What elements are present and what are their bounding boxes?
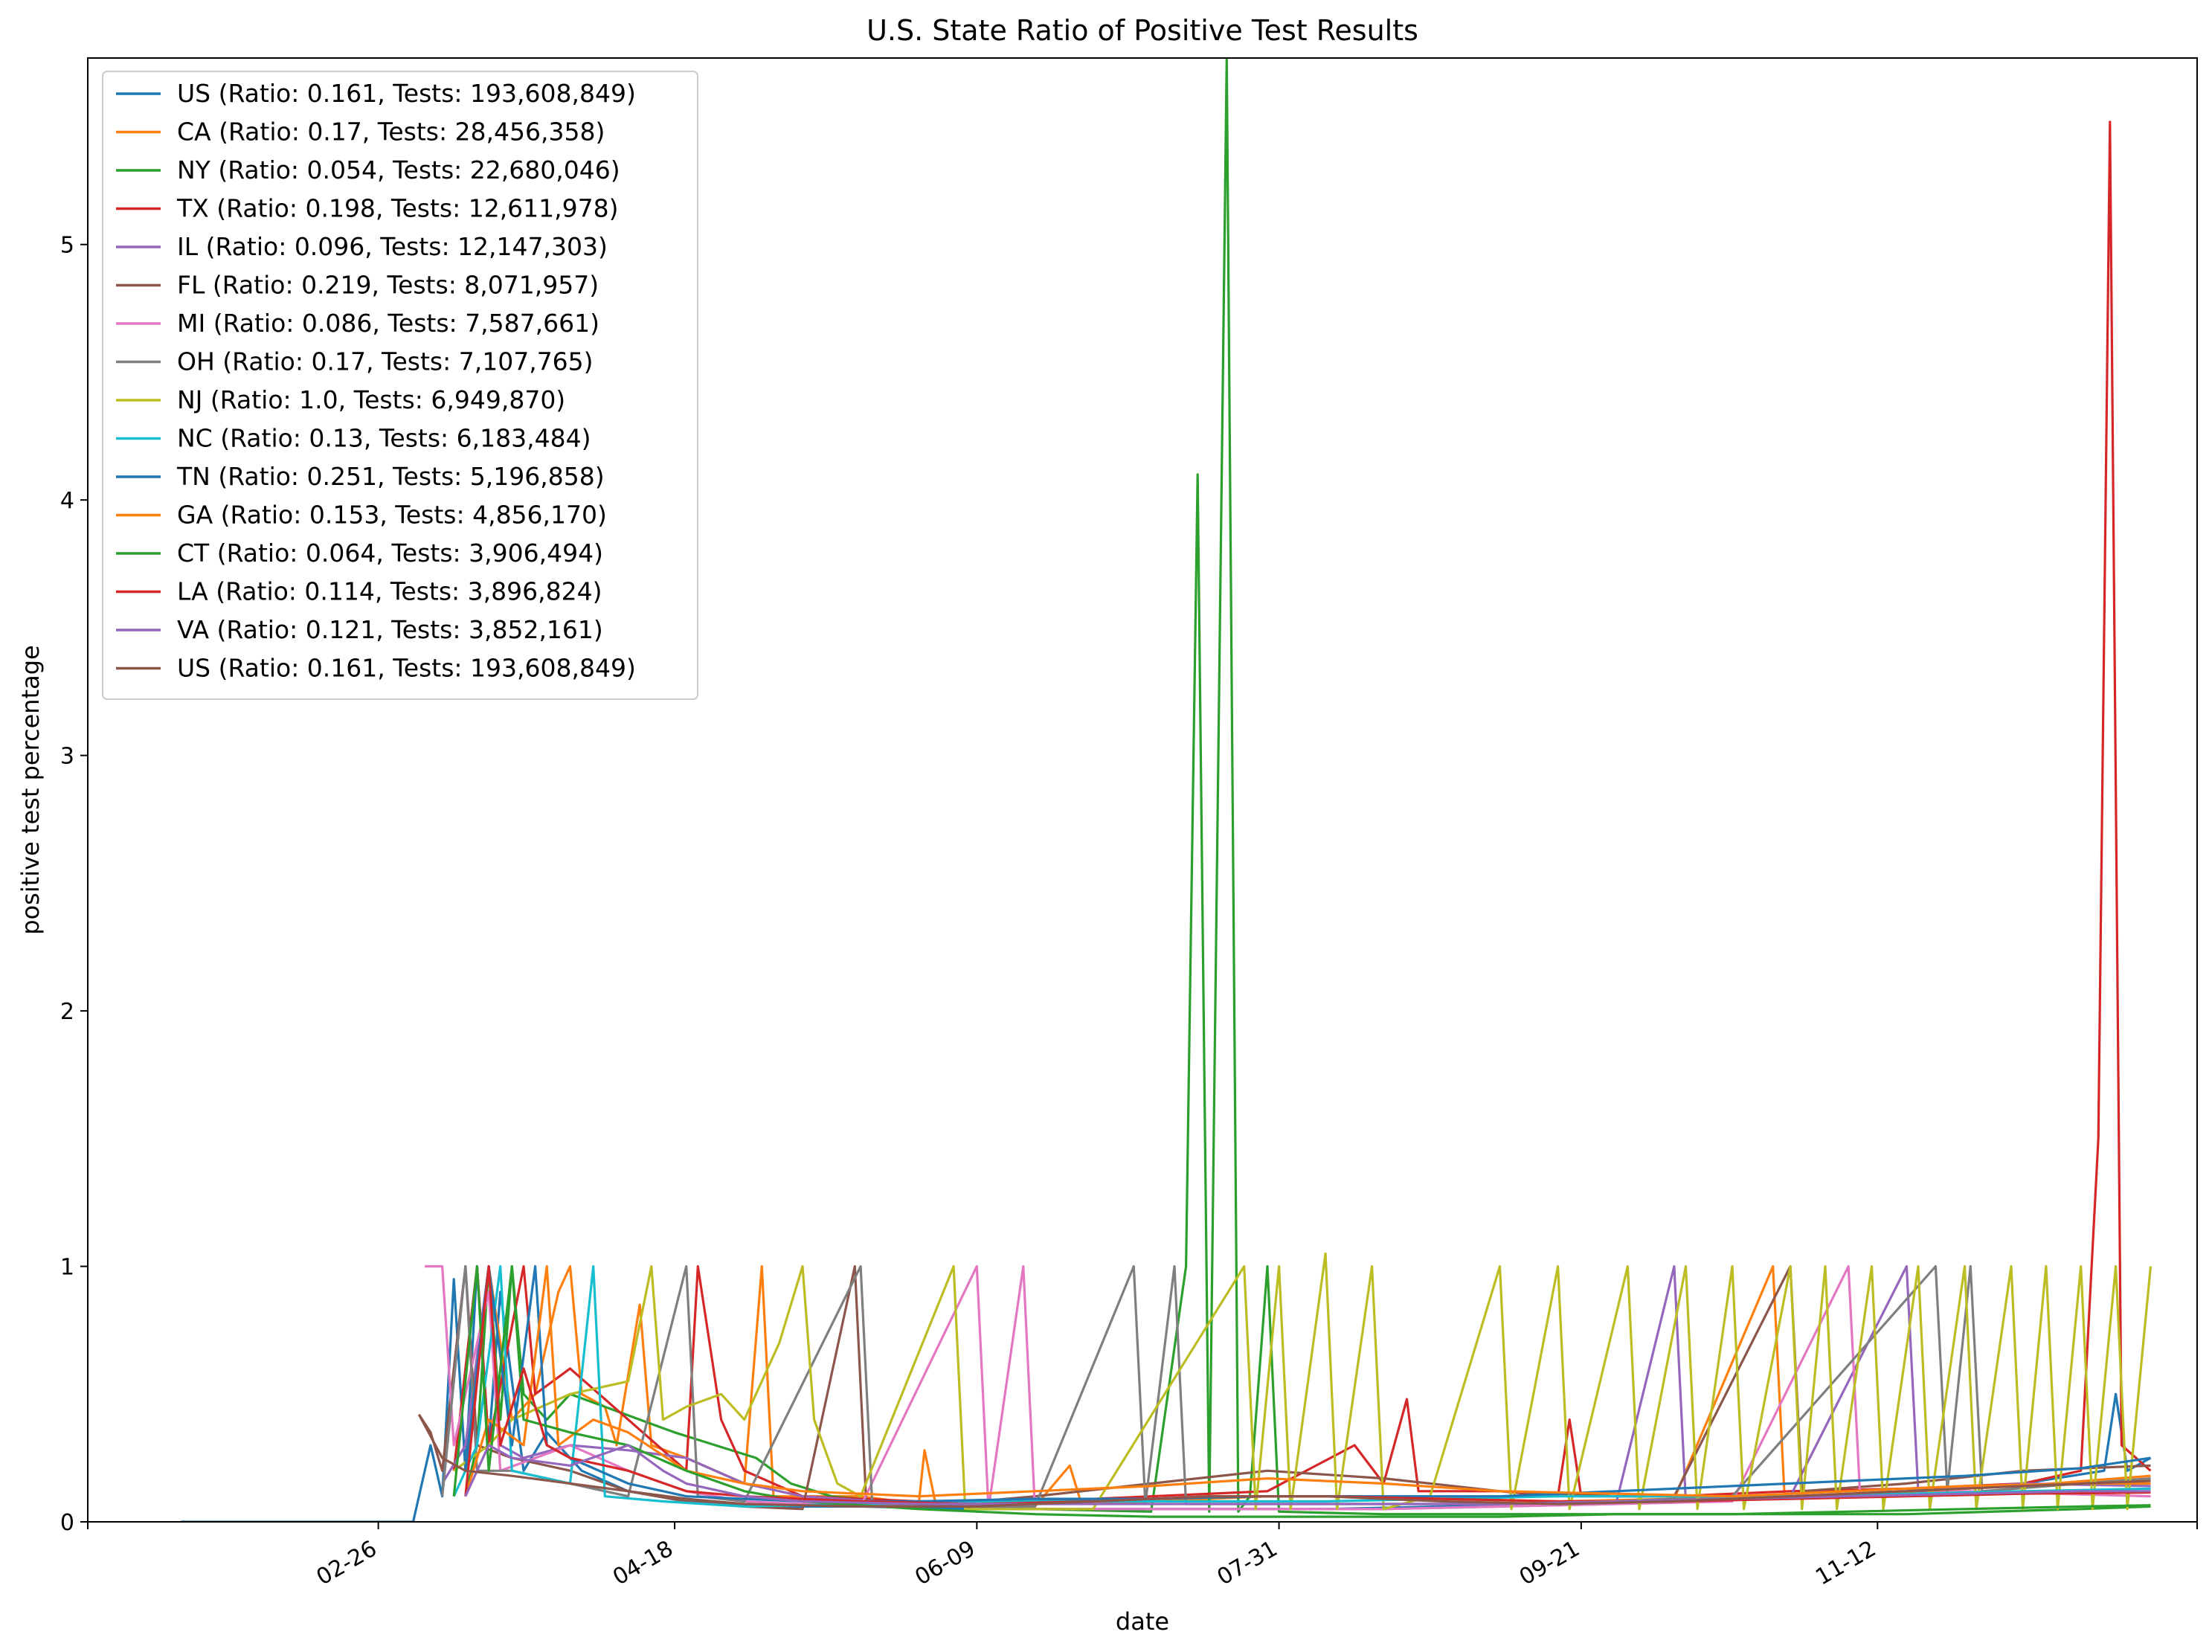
y-tick-label: 5 [60, 233, 74, 259]
legend-entry: LA (Ratio: 0.114, Tests: 3,896,824) [177, 577, 602, 606]
x-tick-label: 06-09 [910, 1536, 980, 1591]
series-line-15 [417, 1413, 2151, 1508]
series-line-12 [452, 1264, 2151, 1518]
plot-frame [87, 57, 2198, 1523]
series-line-7 [441, 1264, 2151, 1508]
legend-entry: US (Ratio: 0.161, Tests: 193,608,849) [177, 79, 636, 108]
legend-entry: TX (Ratio: 0.198, Tests: 12,611,978) [176, 194, 619, 223]
series-line-8 [453, 1252, 2152, 1511]
x-tick-label: 04-18 [608, 1536, 678, 1591]
legend-entry: NJ (Ratio: 1.0, Tests: 6,949,870) [177, 385, 565, 414]
y-tick-label: 2 [60, 999, 74, 1025]
legend-entry: TN (Ratio: 0.251, Tests: 5,196,858) [176, 462, 605, 491]
x-tick-label: 09-21 [1515, 1536, 1584, 1591]
legend-box [102, 71, 698, 700]
series-line-1 [464, 1264, 2151, 1508]
chart-title: U.S. State Ratio of Positive Test Result… [867, 14, 1418, 47]
legend-entry: VA (Ratio: 0.121, Tests: 3,852,161) [177, 615, 603, 644]
series-line-9 [452, 1264, 2151, 1508]
y-axis: 0 1 2 3 4 5 [60, 233, 88, 1536]
legend-entry: GA (Ratio: 0.153, Tests: 4,856,170) [177, 501, 607, 530]
y-tick-label: 3 [60, 744, 74, 770]
legend-entry: NY (Ratio: 0.054, Tests: 22,680,046) [177, 155, 620, 184]
series-line-2 [464, 58, 2151, 1516]
legend-entry: CT (Ratio: 0.064, Tests: 3,906,494) [177, 539, 603, 568]
y-axis-label: positive test percentage [16, 645, 45, 934]
legend-entry: IL (Ratio: 0.096, Tests: 12,147,303) [177, 232, 608, 261]
legend-entry: US (Ratio: 0.161, Tests: 193,608,849) [177, 654, 636, 683]
legend-entry: OH (Ratio: 0.17, Tests: 7,107,765) [177, 347, 594, 376]
legend-entry: FL (Ratio: 0.219, Tests: 8,071,957) [177, 271, 599, 300]
y-tick-label: 4 [60, 488, 74, 514]
legend-entry: CA (Ratio: 0.17, Tests: 28,456,358) [177, 118, 605, 147]
plot-area [181, 58, 2152, 1522]
x-tick-label: 11-12 [1811, 1536, 1880, 1591]
y-tick-label: 0 [60, 1510, 74, 1536]
legend-entry: NC (Ratio: 0.13, Tests: 6,183,484) [177, 424, 591, 453]
legend-entry: MI (Ratio: 0.086, Tests: 7,587,661) [177, 309, 599, 338]
legend: US (Ratio: 0.161, Tests: 193,608,849) CA … [102, 71, 698, 700]
x-axis-label: date [1116, 1607, 1169, 1636]
series-line-3 [452, 120, 2152, 1503]
y-tick-label: 1 [60, 1255, 74, 1281]
x-axis: 02-26 04-18 06-09 07-31 09-21 11-12 [87, 1522, 2198, 1591]
series-line-11 [464, 1264, 2151, 1498]
x-tick-label: 07-31 [1213, 1536, 1282, 1591]
x-tick-label: 02-26 [312, 1536, 382, 1591]
